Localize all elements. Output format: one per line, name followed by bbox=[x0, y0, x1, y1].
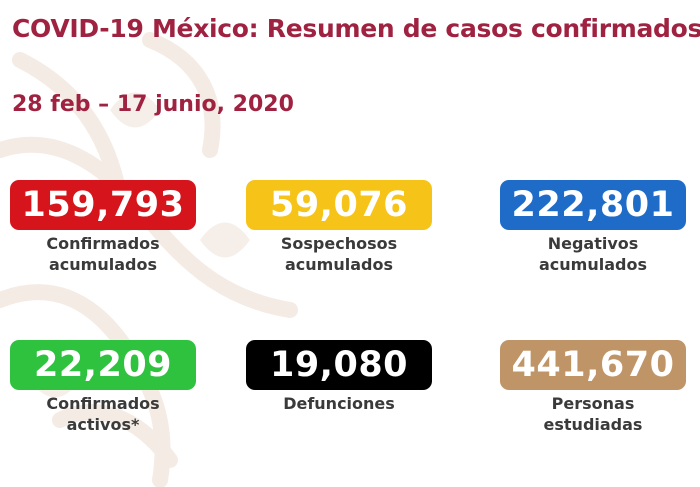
stat-label: Confirmados acumulados bbox=[46, 234, 160, 274]
stat-defunciones: 19,080 Defunciones bbox=[246, 340, 432, 414]
stat-value-box: 441,670 bbox=[500, 340, 686, 390]
stat-negativos-acumulados: 222,801 Negativos acumulados bbox=[500, 180, 686, 275]
stat-value-box: 22,209 bbox=[10, 340, 196, 390]
stat-sospechosos-acumulados: 59,076 Sospechosos acumulados bbox=[246, 180, 432, 275]
date-range: 28 feb – 17 junio, 2020 bbox=[12, 92, 294, 117]
stat-confirmados-acumulados: 159,793 Confirmados acumulados bbox=[10, 180, 196, 275]
stat-label: Negativos acumulados bbox=[539, 234, 647, 274]
stat-value-box: 222,801 bbox=[500, 180, 686, 230]
page-title: COVID-19 México: Resumen de casos confir… bbox=[12, 14, 700, 43]
stat-personas-estudiadas: 441,670 Personas estudiadas bbox=[500, 340, 686, 435]
stat-label: Defunciones bbox=[283, 394, 395, 413]
stat-label: Sospechosos acumulados bbox=[280, 234, 398, 274]
stat-confirmados-activos: 22,209 Confirmados activos* bbox=[10, 340, 196, 435]
stat-value-box: 19,080 bbox=[246, 340, 432, 390]
stat-value-box: 159,793 bbox=[10, 180, 196, 230]
stat-label: Confirmados activos* bbox=[46, 394, 160, 434]
stat-label: Personas estudiadas bbox=[543, 394, 643, 434]
stat-value-box: 59,076 bbox=[246, 180, 432, 230]
